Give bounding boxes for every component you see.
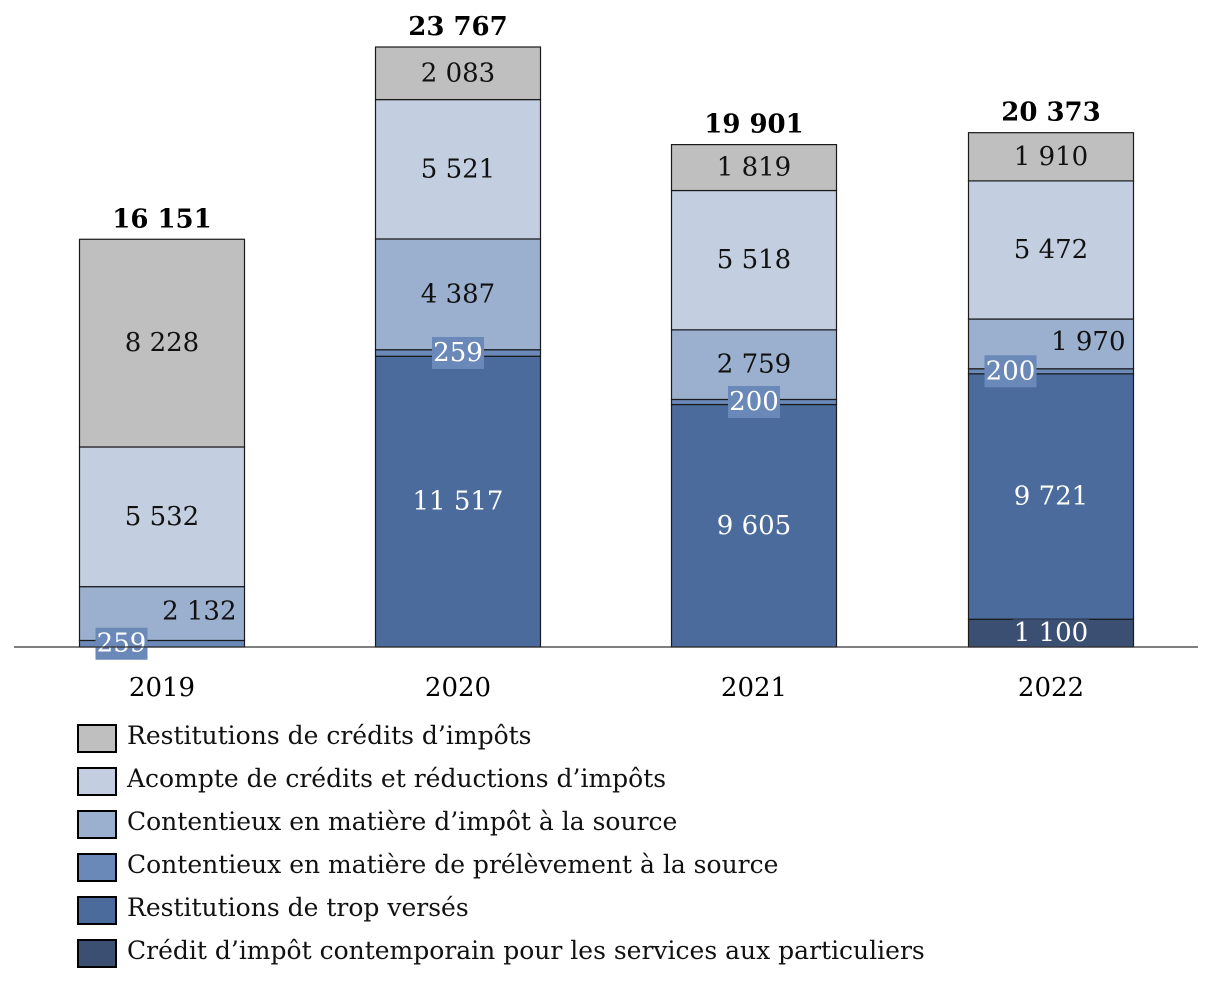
bar-segment [967, 132, 1135, 182]
data-label: 5 532 [125, 502, 199, 532]
legend-label: Contentieux en matière d’impôt à la sour… [127, 807, 678, 836]
total-label: 20 373 [1001, 98, 1101, 128]
data-label: 259 [97, 629, 147, 659]
data-label: 5 518 [717, 245, 791, 275]
x-tick-label: 2019 [129, 673, 195, 703]
data-label-box [1013, 619, 1089, 647]
bar-segment [967, 180, 1135, 320]
legend-item: Contentieux en matière de prélèvement à … [77, 846, 1177, 889]
data-label-box [984, 355, 1037, 388]
bar-segment [670, 143, 838, 192]
x-tick-label: 2022 [1018, 673, 1084, 703]
bar-segment [670, 403, 838, 648]
bar-segment [374, 238, 542, 351]
stacked-bar-chart: 259 2 132 5 532 8 228 16 151 2019 11 517 259 4 3… [14, 12, 1198, 703]
legend-label: Acompte de crédits et réductions d’impôt… [127, 764, 667, 793]
chart-legend: Restitutions de crédits d’impôts Acompte … [77, 717, 1177, 975]
bar-segment [374, 98, 542, 240]
legend-swatch [77, 939, 117, 968]
data-label: 2 759 [717, 350, 791, 380]
legend-item: Restitutions de crédits d’impôts [77, 717, 1177, 760]
legend-swatch [77, 810, 117, 839]
data-label: 9 605 [717, 511, 791, 541]
legend-label: Restitutions de crédits d’impôts [127, 721, 532, 750]
data-label: 200 [986, 356, 1036, 386]
legend-item: Contentieux en matière d’impôt à la sour… [77, 803, 1177, 846]
total-label: 23 767 [408, 12, 508, 42]
legend-item: Acompte de crédits et réductions d’impôt… [77, 760, 1177, 803]
data-label: 9 721 [1014, 482, 1088, 512]
data-label: 2 132 [162, 597, 236, 627]
data-label: 11 517 [413, 487, 504, 517]
data-label: 1 970 [1051, 327, 1125, 357]
legend-label: Restitutions de trop versés [127, 893, 469, 922]
data-label: 5 521 [421, 154, 495, 184]
total-label: 16 151 [112, 204, 212, 234]
data-label-box [432, 336, 484, 369]
x-tick-label: 2020 [425, 673, 491, 703]
bar-segment [670, 189, 838, 331]
legend-item: Crédit d’impôt contemporain pour les ser… [77, 932, 1177, 975]
x-tick-label: 2021 [721, 673, 787, 703]
data-label-box [728, 385, 780, 418]
legend-swatch [77, 896, 117, 925]
legend-swatch [77, 724, 117, 753]
legend-item: Restitutions de trop versés [77, 889, 1177, 932]
data-label-box [95, 627, 148, 660]
total-label: 19 901 [704, 110, 804, 140]
bar-segment [78, 238, 246, 448]
bar-segment [78, 446, 246, 588]
data-label: 4 387 [421, 279, 495, 309]
bar-segment [374, 46, 542, 101]
data-label: 2 083 [421, 58, 495, 88]
legend-swatch [77, 853, 117, 882]
data-label: 5 472 [1014, 235, 1088, 265]
data-label: 1 910 [1014, 142, 1088, 172]
data-label: 8 228 [125, 328, 199, 358]
data-label: 1 100 [1014, 618, 1088, 648]
data-label: 1 819 [717, 153, 791, 183]
data-label: 259 [433, 338, 483, 368]
legend-swatch [77, 767, 117, 796]
legend-label: Crédit d’impôt contemporain pour les ser… [127, 936, 925, 965]
data-label: 200 [729, 387, 779, 417]
legend-label: Contentieux en matière de prélèvement à … [127, 850, 779, 879]
